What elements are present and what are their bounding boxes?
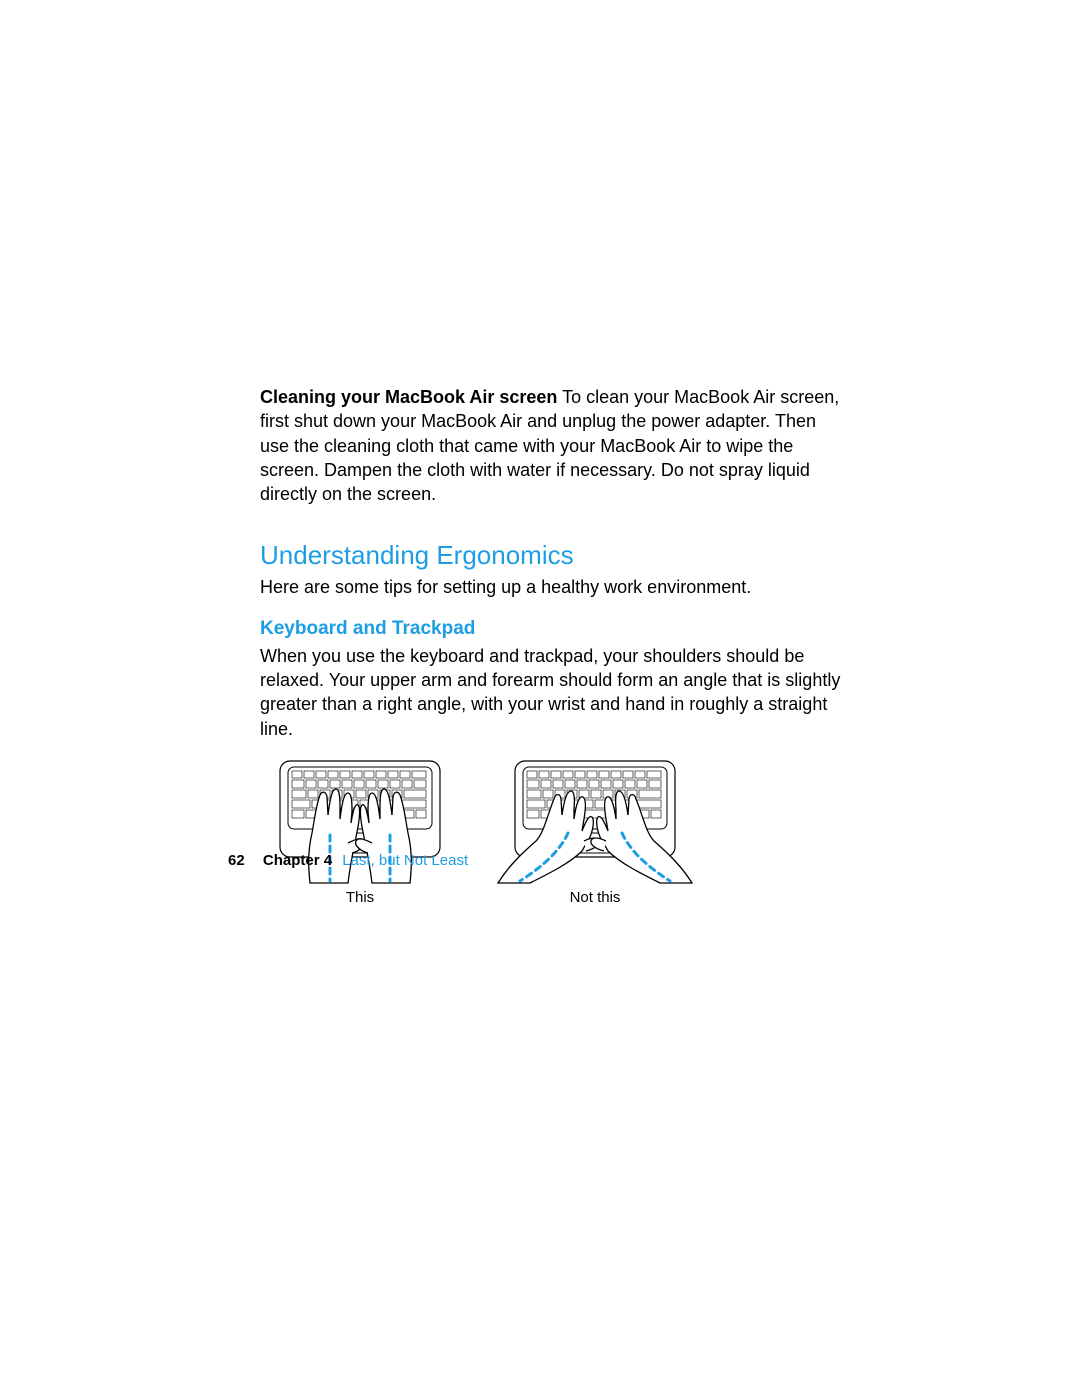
caption-incorrect: Not this: [570, 889, 621, 906]
figure-incorrect: Not this: [490, 755, 700, 906]
figure-row: This: [260, 755, 850, 906]
caption-correct: This: [346, 889, 374, 906]
paragraph-intro: Here are some tips for setting up a heal…: [260, 575, 850, 599]
page-number: 62: [228, 852, 245, 869]
page-footer: 62 Chapter 4 Last, but Not Least: [228, 852, 468, 869]
para1-lead: Cleaning your MacBook Air screen: [260, 387, 557, 407]
subheading-keyboard-trackpad: Keyboard and Trackpad: [260, 618, 850, 640]
paragraph-keyboard: When you use the keyboard and trackpad, …: [260, 644, 850, 741]
hands-incorrect-illustration: [490, 755, 700, 885]
figure-correct: This: [260, 755, 460, 906]
chapter-label: Chapter 4: [263, 852, 332, 869]
paragraph-cleaning: Cleaning your MacBook Air screen To clea…: [260, 385, 850, 506]
heading-ergonomics: Understanding Ergonomics: [260, 540, 850, 571]
document-page: Cleaning your MacBook Air screen To clea…: [0, 0, 1080, 1397]
chapter-title: Last, but Not Least: [342, 852, 468, 869]
